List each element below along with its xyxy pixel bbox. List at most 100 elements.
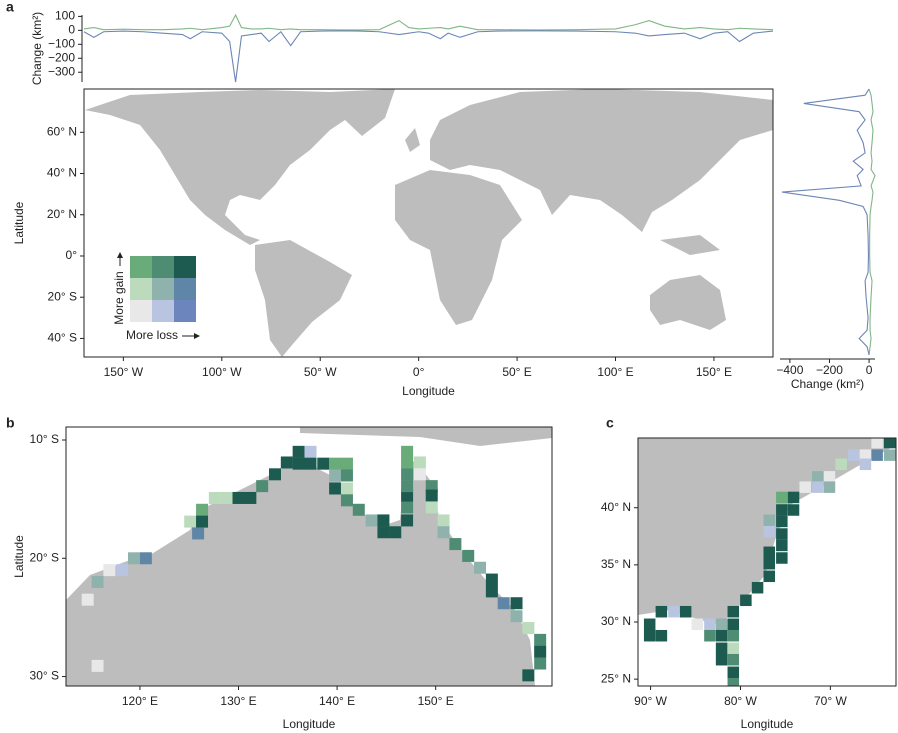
grid-cell [401, 480, 414, 493]
grid-cell [196, 503, 209, 516]
grid-cell [103, 564, 116, 577]
grid-cell [352, 503, 365, 516]
grid-cell [340, 457, 353, 470]
legend-arrowhead [117, 252, 123, 258]
grid-cell [474, 561, 487, 574]
grid-cell [776, 491, 788, 504]
map-frame [637, 437, 897, 687]
series-line [83, 13, 774, 31]
x-axis-title: Longitude [283, 717, 336, 731]
grid-cell [116, 564, 129, 577]
legend-swatch [174, 256, 196, 278]
grid-cell [510, 610, 523, 623]
y-tick-label: 30° S [30, 669, 59, 683]
grid-cell [340, 482, 353, 495]
grid-cell [655, 605, 668, 618]
grid-cell [462, 549, 475, 562]
grid-cell [776, 504, 788, 516]
x-tick-label: 90° W [634, 694, 667, 708]
grid-cell [413, 456, 426, 469]
grid-cell [192, 527, 205, 540]
x-tick-label: 140° E [319, 694, 355, 708]
grid-cell [232, 491, 245, 504]
map-frame [83, 88, 774, 358]
grid-cell [763, 546, 775, 559]
grid-cell [340, 494, 353, 507]
cells [81, 445, 547, 682]
legend-swatch [174, 278, 196, 300]
grid-cell [244, 491, 257, 504]
legend-swatch [174, 300, 196, 322]
grid-cell [883, 449, 896, 461]
grid-cell [401, 468, 414, 481]
y-tick-label: 35° N [601, 557, 631, 571]
grid-cell [401, 445, 414, 458]
legend-gain: More gain [112, 271, 126, 324]
grid-cell [727, 618, 740, 631]
grid-cell [668, 605, 680, 618]
grid-cell [425, 480, 438, 493]
grid-cell [329, 457, 342, 470]
y-tick-label: 0 [68, 23, 75, 37]
grid-cell [365, 514, 378, 527]
grid-cell [776, 515, 788, 528]
grid-cell [715, 653, 728, 666]
x-tick-label: 130° E [220, 694, 256, 708]
y-tick-label: −200 [48, 50, 75, 64]
y-tick-label: 0° [66, 248, 78, 262]
grid-cell [823, 471, 836, 483]
grid-cell [280, 456, 293, 469]
grid-cell [340, 469, 353, 482]
grid-cell [317, 457, 330, 470]
grid-cell [497, 597, 510, 610]
x-tick-label: 150° W [104, 365, 144, 379]
legend-arrowhead [194, 333, 200, 339]
grid-cell [184, 515, 197, 528]
x-tick-label: 150° E [418, 694, 454, 708]
grid-cell [510, 597, 523, 610]
grid-cell [727, 629, 740, 642]
y-tick-label: 40° S [48, 331, 77, 345]
x-axis-title: Longitude [741, 717, 794, 731]
grid-cell [256, 480, 269, 493]
panel-label: a [6, 0, 14, 15]
grid-cell [763, 557, 775, 570]
y-tick-label: 10° S [30, 432, 59, 446]
grid-cell [643, 629, 656, 642]
x-tick-label: 150° E [696, 365, 732, 379]
grid-cell [449, 538, 462, 551]
legend-swatch [130, 256, 152, 278]
x-tick-label: 50° W [304, 365, 337, 379]
grid-cell [522, 669, 535, 682]
grid-cell [292, 457, 305, 470]
grid-cell [787, 491, 800, 504]
grid-cell [304, 445, 317, 458]
series-line [83, 30, 774, 83]
grid-cell [727, 642, 740, 655]
grid-cell [425, 489, 438, 502]
grid-cell [812, 481, 824, 493]
grid-cell [425, 501, 438, 514]
grid-cell [883, 438, 896, 449]
grid-cell [81, 593, 94, 606]
grid-cell [763, 514, 775, 527]
grid-cell [727, 677, 740, 686]
x-tick-label: 0 [866, 363, 873, 377]
x-axis-title: Change (km²) [791, 377, 864, 391]
grid-cell [208, 491, 221, 504]
grid-cell [401, 501, 414, 514]
y-axis-title: Change (km²) [30, 12, 44, 85]
grid-cell [715, 642, 728, 655]
grid-cell [859, 449, 872, 461]
grid-cell [859, 458, 872, 471]
grid-cell [835, 458, 847, 471]
grid-cell [91, 659, 104, 672]
grid-cell [401, 489, 414, 502]
x-tick-label: 50° E [502, 365, 531, 379]
grid-cell [268, 468, 281, 481]
x-tick-label: 0° [413, 365, 425, 379]
x-axis-title: Longitude [402, 384, 455, 398]
grid-cell [139, 552, 152, 565]
grid-cell [727, 666, 740, 679]
